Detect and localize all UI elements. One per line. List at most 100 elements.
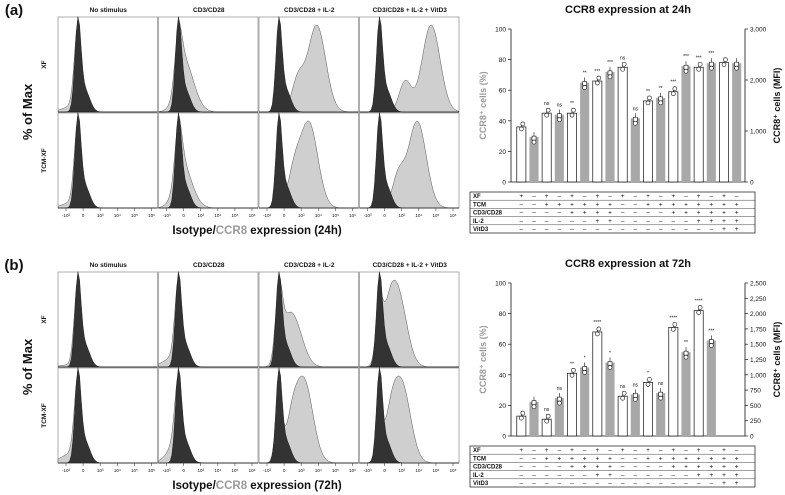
table-cell: – <box>558 472 562 479</box>
percent-significance: **** <box>695 299 703 305</box>
left-axis-title: CCR8⁺ cells (%) <box>478 71 488 139</box>
table-cell: + <box>671 210 675 217</box>
mfi-point <box>658 96 663 102</box>
table-cell: – <box>710 193 714 200</box>
histogram-panel: -10³ 0 10³ 10⁴ 10⁵ 10⁶ <box>258 367 359 473</box>
table-cell: – <box>558 193 562 200</box>
mfi-point <box>683 350 689 356</box>
table-cell: – <box>659 447 663 454</box>
table-cell: + <box>735 226 739 233</box>
table-cell: – <box>621 480 625 487</box>
table-cell: – <box>545 480 549 487</box>
table-cell: – <box>646 480 650 487</box>
right-tick-label: 2,000 <box>750 311 767 318</box>
percent-point <box>645 100 651 106</box>
table-cell: + <box>583 464 587 471</box>
table-cell: – <box>520 226 524 233</box>
x-tick-label: -10³ <box>263 468 272 473</box>
table-cell: + <box>684 201 688 208</box>
mfi-bar <box>580 82 590 182</box>
table-cell: + <box>735 472 739 479</box>
isotype-histogram <box>58 16 158 113</box>
table-cell: – <box>545 218 549 225</box>
table-cell: + <box>570 201 574 208</box>
percent-point <box>569 112 575 118</box>
x-tick-label: 10⁵ <box>332 213 339 218</box>
percent-bar <box>567 112 577 183</box>
table-cell: – <box>684 193 688 200</box>
mfi-point <box>709 343 714 348</box>
table-cell: – <box>520 480 524 487</box>
x-tick-label: 0 <box>82 468 85 473</box>
mfi-point <box>683 354 689 360</box>
table-cell: + <box>570 210 574 217</box>
mfi-significance: ns <box>658 381 664 387</box>
table-cell: – <box>570 480 574 487</box>
mfi-point <box>709 61 714 67</box>
percent-bar <box>719 62 729 183</box>
table-cell: + <box>671 201 675 208</box>
table-cell: + <box>722 193 726 200</box>
table-cell: + <box>722 201 726 208</box>
table-cell: + <box>646 201 650 208</box>
x-tick-label: 10⁴ <box>415 468 422 473</box>
table-cell: – <box>659 480 663 487</box>
table-row-label: IL-2 <box>473 219 484 225</box>
panel-label: (b) <box>4 257 23 274</box>
table-cell: – <box>634 193 638 200</box>
table-cell: – <box>710 447 714 454</box>
x-tick-label: -10³ <box>363 213 372 218</box>
mfi-point <box>633 397 638 402</box>
table-cell: + <box>722 464 726 471</box>
table-cell: + <box>671 447 675 454</box>
table-cell: – <box>583 480 587 487</box>
table-cell: – <box>545 210 549 217</box>
table-cell: – <box>672 218 676 225</box>
percent-point <box>621 390 627 396</box>
table-cell: – <box>621 455 625 462</box>
isotype-histogram <box>259 367 359 464</box>
table-cell: – <box>621 201 625 208</box>
percent-point <box>647 377 652 382</box>
table-cell: – <box>684 447 688 454</box>
chart-title: CCR8 expression at 72h <box>565 258 691 270</box>
table-cell: – <box>520 201 524 208</box>
row-label: TCM-XF <box>41 403 48 428</box>
table-cell: + <box>697 447 701 454</box>
x-tick-label: -10³ <box>62 468 71 473</box>
table-cell: – <box>646 464 650 471</box>
x-axis-label: Isotype/CCR8 expression (72h) <box>172 480 342 492</box>
percent-significance: ns <box>544 101 550 107</box>
table-cell: + <box>709 218 713 225</box>
table-cell: + <box>595 201 599 208</box>
mfi-significance: *** <box>607 60 613 66</box>
histogram-panel <box>57 271 158 368</box>
mfi-significance: *** <box>708 51 714 57</box>
mfi-bar <box>580 367 590 436</box>
right-tick-label: 750 <box>750 388 761 395</box>
condition-table-frame <box>469 445 756 488</box>
table-cell: + <box>722 210 726 217</box>
histogram-panel: -10³ 0 10³ 10⁴ 10⁵ 10⁶ <box>359 367 460 473</box>
table-cell: – <box>608 193 612 200</box>
table-cell: – <box>558 464 562 471</box>
table-cell: – <box>608 480 612 487</box>
histogram-panel <box>158 16 259 113</box>
mfi-significance: * <box>609 351 611 357</box>
table-cell: – <box>634 226 638 233</box>
table-cell: – <box>583 472 587 479</box>
table-cell: + <box>659 455 663 462</box>
histogram-panel: -10³ 0 10³ 10⁴ 10⁵ 10⁶ <box>158 367 259 473</box>
x-tick-label: 0 <box>283 468 286 473</box>
histogram-panel <box>158 271 259 368</box>
row-label: XF <box>41 60 48 68</box>
table-cell: + <box>570 455 574 462</box>
x-tick-label: 10³ <box>298 213 305 218</box>
mfi-significance: *** <box>683 54 689 60</box>
percent-significance: ns <box>620 55 626 61</box>
mfi-point <box>607 361 613 366</box>
mfi-point <box>734 65 739 71</box>
percent-point <box>571 367 576 373</box>
table-cell: + <box>545 201 549 208</box>
